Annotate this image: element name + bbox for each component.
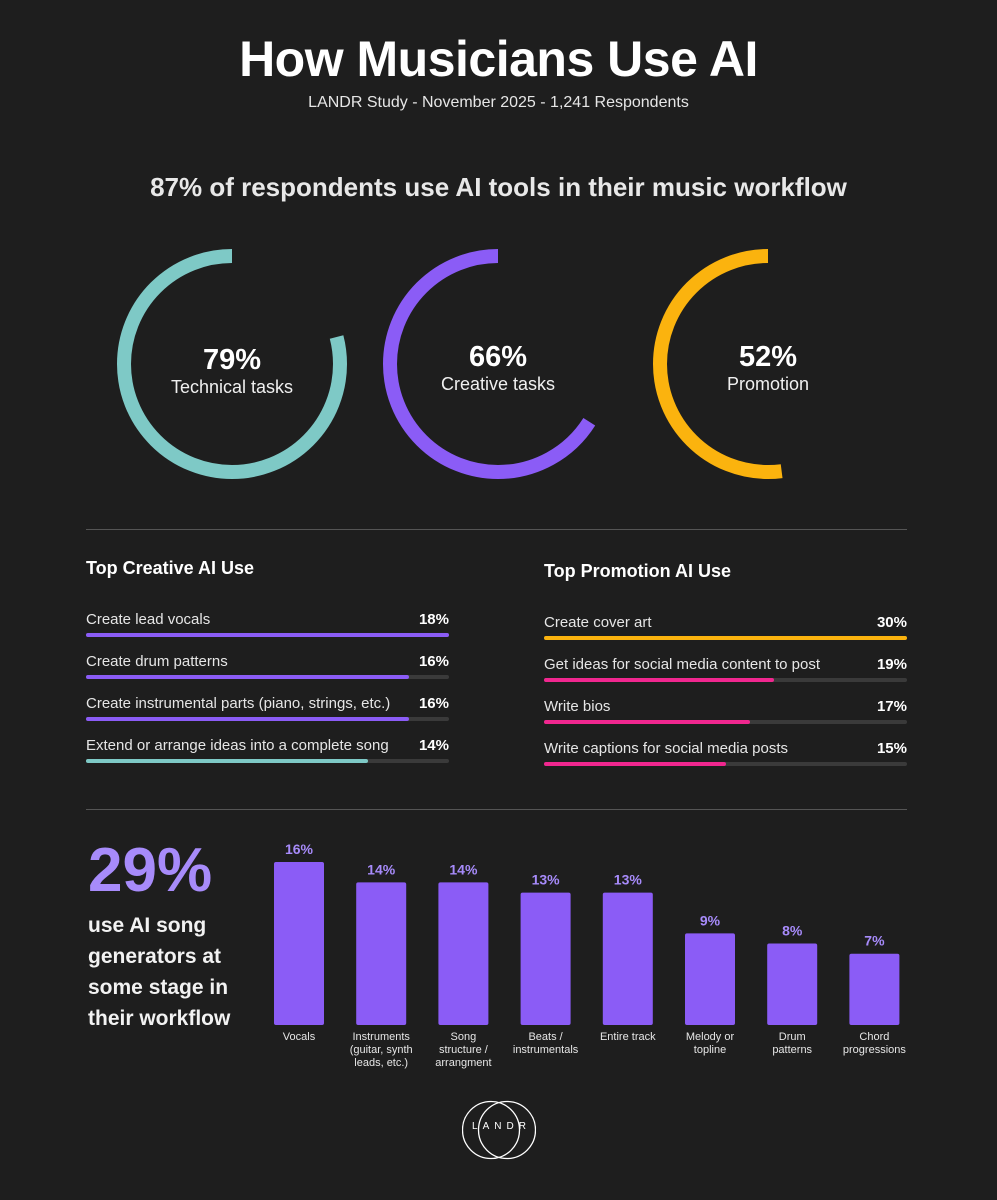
promotion-bar-value: 17% (876, 698, 907, 715)
logo-wordmark: LANDR (472, 1121, 531, 1132)
song-generator-bar-chart: 16% Vocals 14% Instruments (guitar, synth lea… (274, 841, 906, 1069)
promotion-bar-row: Get ideas for social media content to po… (544, 656, 907, 696)
creative-bar-track (86, 759, 449, 763)
creative-section-title: Top Creative AI Use (86, 558, 255, 578)
creative-bar-value: 16% (418, 653, 449, 670)
ring-technical-label: Technical tasks (170, 377, 294, 397)
bar (685, 933, 735, 1025)
creative-bar-track (86, 633, 449, 637)
promotion-bar-row: Create cover art 30% (544, 614, 907, 654)
promotion-bar-row: Write captions for social media posts 15% (544, 740, 907, 780)
data-label: 9% (700, 912, 721, 928)
data-label: 16% (285, 841, 314, 857)
promotion-bar-label: Create cover art (544, 614, 652, 631)
ring-technical: 79% Technical tasks (112, 244, 352, 484)
data-label: 8% (782, 923, 803, 939)
creative-bar-track (86, 675, 449, 679)
creative-bar-label: Create drum patterns (86, 653, 228, 670)
data-label: 14% (449, 861, 478, 877)
ring-promotion-arc (653, 249, 883, 479)
ring-promotion-label: Promotion (726, 374, 810, 394)
tick-label: Beats / instrumentals (513, 1031, 579, 1056)
creative-bar-fill (86, 633, 449, 637)
ring-creative-arc (383, 249, 613, 479)
promotion-bar-label: Get ideas for social media content to po… (544, 656, 820, 673)
creative-bar-fill (86, 675, 409, 679)
landr-logo-icon: LANDR (462, 1098, 536, 1162)
creative-bar-row: Extend or arrange ideas into a complete … (86, 737, 449, 777)
creative-bar-row: Create lead vocals 18% (86, 611, 449, 651)
promotion-bar-fill (544, 636, 907, 640)
data-label: 13% (532, 872, 561, 888)
promotion-bar-row: Write bios 17% (544, 698, 907, 738)
creative-bar-label: Create instrumental parts (piano, string… (86, 695, 391, 712)
promotion-bar-value: 19% (876, 656, 907, 673)
headline-stat: 87% of respondents use AI tools in their… (150, 172, 847, 202)
data-label: 7% (864, 933, 885, 949)
ring-promotion: 52% Promotion (648, 244, 888, 484)
creative-bar-track (86, 717, 449, 721)
bar (602, 892, 653, 1025)
creative-bar-fill (86, 717, 409, 721)
bar (520, 892, 571, 1025)
tick-label: Melody or topline (686, 1031, 735, 1056)
tick-label: Vocals (283, 1031, 316, 1043)
data-label: 14% (367, 861, 396, 877)
bar (438, 882, 489, 1025)
promotion-bar-label: Write bios (544, 698, 611, 715)
tick-label: Instruments (guitar, synth leads, etc.) (350, 1031, 413, 1069)
promotion-bar-fill (544, 720, 750, 724)
divider (86, 809, 907, 810)
generator-stat-value: 29% (88, 836, 213, 905)
tick-label: Drum patterns (772, 1031, 812, 1056)
creative-bar-value: 14% (418, 737, 449, 754)
ring-creative-value: 66% (468, 341, 528, 373)
promotion-bar-fill (544, 762, 726, 766)
ring-technical-chart (117, 249, 347, 479)
creative-bar-value: 16% (418, 695, 449, 712)
promotion-bar-fill (544, 678, 774, 682)
promotion-bar-value: 30% (876, 614, 907, 631)
creative-bar-value: 18% (418, 611, 449, 628)
bar (767, 943, 818, 1025)
page-subtitle: LANDR Study - November 2025 - 1,241 Resp… (308, 94, 689, 111)
divider (86, 529, 907, 530)
promotion-bar-track (544, 636, 907, 640)
promotion-bar-track (544, 720, 907, 724)
ring-technical-arc (117, 249, 347, 479)
usage-rings: 79% Technical tasks 66% Creative tasks 5… (0, 240, 997, 500)
ring-creative-chart (383, 249, 613, 479)
promotion-bar-track (544, 762, 907, 766)
ring-promotion-value: 52% (738, 341, 798, 373)
creative-bar-row: Create drum patterns 16% (86, 653, 449, 693)
bar (849, 953, 900, 1025)
tick-label: Entire track (600, 1031, 656, 1043)
generator-stat-caption: use AI song generators at some stage in … (88, 914, 231, 1030)
creative-bar-fill (86, 759, 369, 763)
tick-label: Chord progressions (843, 1031, 906, 1056)
bar (274, 862, 324, 1025)
creative-bar-label: Create lead vocals (86, 611, 211, 628)
promotion-bar-track (544, 678, 907, 682)
promotion-bar-label: Write captions for social media posts (544, 740, 788, 757)
tick-label: Song structure / arrangment (435, 1031, 491, 1069)
creative-bar-row: Create instrumental parts (piano, string… (86, 695, 449, 735)
promotion-bar-value: 15% (876, 740, 907, 757)
ring-technical-value: 79% (202, 344, 262, 376)
bar (356, 882, 407, 1025)
data-label: 13% (614, 872, 643, 888)
page-title: How Musicians Use AI (239, 31, 758, 87)
promotion-section-title: Top Promotion AI Use (544, 561, 731, 581)
creative-bar-label: Extend or arrange ideas into a complete … (86, 737, 389, 754)
ring-creative: 66% Creative tasks (378, 244, 618, 484)
ring-promotion-chart (653, 249, 883, 479)
ring-creative-label: Creative tasks (440, 374, 556, 394)
